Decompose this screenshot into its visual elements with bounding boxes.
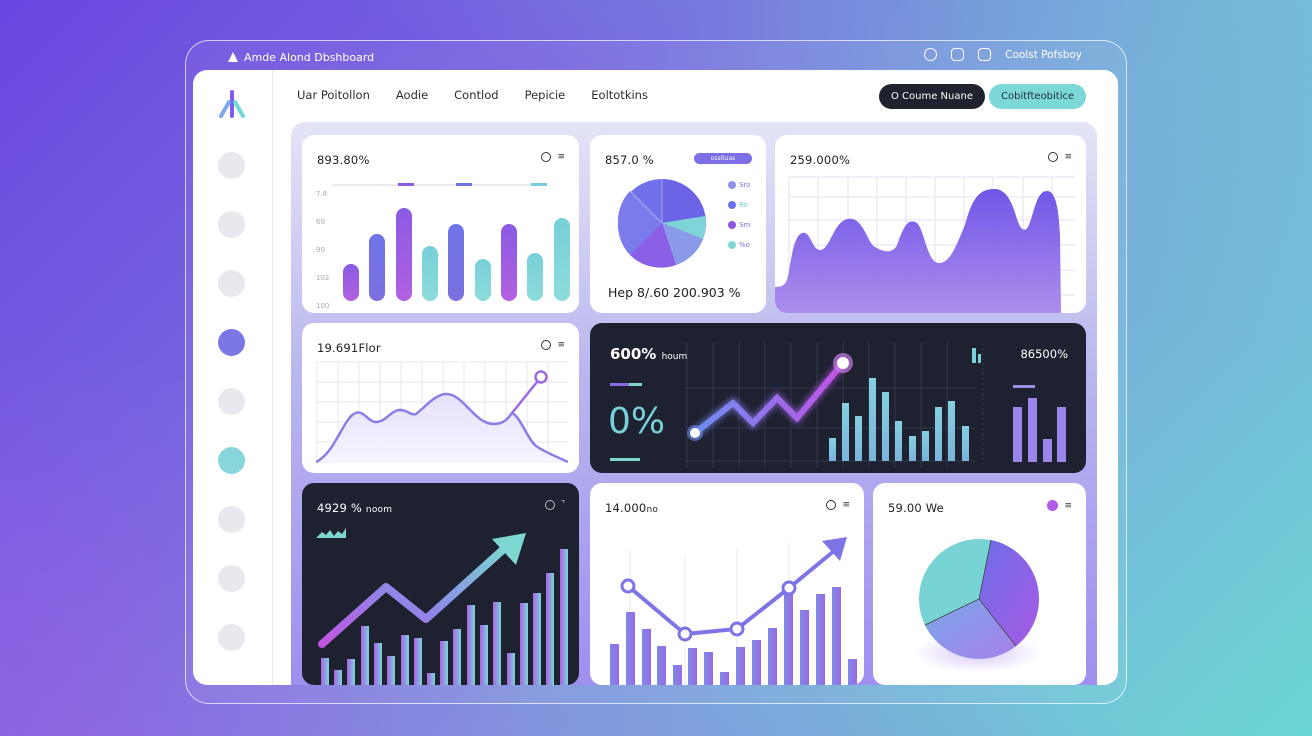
pie-legend: Sro Ro Sm %o	[728, 175, 750, 255]
underline-bar	[610, 458, 640, 461]
pie-chart	[617, 179, 706, 268]
status-badge: ossituas	[694, 153, 752, 164]
menu-icon[interactable]: ≡	[1064, 152, 1072, 162]
options-icon[interactable]	[544, 500, 555, 510]
calendar-icon[interactable]	[978, 48, 992, 61]
options-icon[interactable]	[541, 152, 552, 162]
sidebar-item-6[interactable]	[218, 447, 245, 474]
card-title: 4929 % noom	[317, 501, 393, 515]
sidebar-item-2[interactable]	[218, 211, 245, 238]
combo-chart-card: 14.000no ≡	[590, 483, 864, 685]
sidebar-item-3[interactable]	[218, 270, 245, 297]
legend-item: Sro	[728, 175, 750, 195]
nav-item-1[interactable]: Uar Poitollon	[297, 88, 370, 102]
pie-chart-card: 857.0 % ossituas Sro Ro Sm %o Hep 8/.60 …	[590, 135, 766, 313]
card-title: 259.000%	[790, 153, 851, 167]
legend-item: Sm	[728, 215, 750, 235]
title-bar: Amde Alond Dbshboard	[228, 48, 374, 66]
share-pie-card: 59.00 We ≡	[873, 483, 1086, 685]
account-icon[interactable]	[924, 48, 938, 61]
sidebar-item-9[interactable]	[218, 624, 245, 651]
title-bar-actions: Coolst Pofsboy	[924, 48, 1082, 61]
area-chart-card: 259.000% ≡	[775, 135, 1086, 313]
menu-icon[interactable]: ≡	[1064, 500, 1072, 511]
dark-performance-card: 600% houm 0%	[590, 323, 1086, 473]
pie-chart	[919, 539, 1039, 659]
card-title: 19.691Flor	[317, 341, 381, 355]
chat-icon[interactable]	[951, 48, 965, 61]
sparkline-icon	[316, 528, 346, 538]
mini-bar-chart	[1013, 385, 1066, 462]
line-chart-card: 19.691Flor ≡	[302, 323, 579, 473]
app-title: Amde Alond Dbshboard	[244, 50, 375, 64]
options-icon[interactable]	[541, 340, 552, 350]
trend-bar-chart	[318, 533, 568, 685]
primary-button[interactable]: O Coume Nuane	[879, 84, 985, 109]
bar-chart	[332, 183, 570, 301]
menu-icon[interactable]: ≡	[557, 340, 565, 350]
bar-chart-card: 893.80% ≡ 7.8 60 90 102 100	[302, 135, 579, 313]
dark-trend-card: 4929 % noom ⌝	[302, 483, 579, 685]
card-title: 14.000no	[605, 501, 659, 515]
user-label[interactable]: Coolst Pofsboy	[1005, 48, 1082, 61]
sidebar-item-8[interactable]	[218, 565, 245, 592]
card-title: 893.80%	[317, 153, 370, 167]
y-axis: 7.8 60 90 102 100	[316, 190, 330, 310]
card-title: 857.0 %	[605, 153, 654, 167]
menu-icon[interactable]: ≡	[842, 500, 850, 510]
options-icon[interactable]	[1048, 152, 1059, 162]
legend-item: %o	[728, 235, 750, 255]
sidebar-item-7[interactable]	[218, 506, 245, 533]
nav-item-4[interactable]: Pepicie	[524, 88, 566, 102]
big-metric: 0%	[608, 401, 666, 442]
menu-icon[interactable]: ≡	[557, 152, 565, 162]
app-window: Uar Poitollon Aodie Contlod Pepicie Eolt…	[193, 70, 1118, 685]
brand-logo-icon[interactable]	[215, 88, 249, 122]
menu-icon[interactable]: ⌝	[560, 500, 565, 510]
legend-item: Ro	[728, 195, 750, 215]
dashboard-content: 893.80% ≡ 7.8 60 90 102 100	[291, 122, 1097, 685]
sidebar-item-4-active[interactable]	[218, 329, 245, 356]
app-logo-icon	[228, 52, 238, 62]
card-title: 59.00 We	[888, 501, 944, 515]
line-chart	[316, 361, 568, 464]
right-metric: 86500%	[1020, 347, 1068, 361]
trend-combo-chart	[685, 343, 984, 468]
combo-chart	[610, 537, 857, 685]
nav-item-5[interactable]: Eoltotkins	[591, 88, 648, 102]
sidebar-item-1[interactable]	[218, 152, 245, 179]
status-dot-icon	[1047, 500, 1059, 511]
options-icon[interactable]	[826, 500, 837, 510]
pie-footer-value: Hep 8/.60 200.903 %	[608, 285, 741, 300]
legend-bar	[610, 383, 642, 386]
nav-item-2[interactable]: Aodie	[395, 88, 429, 102]
nav-item-3[interactable]: Contlod	[454, 88, 499, 102]
card-title: 600% houm	[610, 345, 688, 363]
top-nav: Uar Poitollon Aodie Contlod Pepicie Eolt…	[297, 88, 648, 102]
area-chart	[775, 176, 1075, 313]
secondary-button[interactable]: Cobitfteobitice	[989, 84, 1087, 109]
sidebar	[193, 70, 273, 685]
sidebar-item-5[interactable]	[218, 388, 245, 415]
